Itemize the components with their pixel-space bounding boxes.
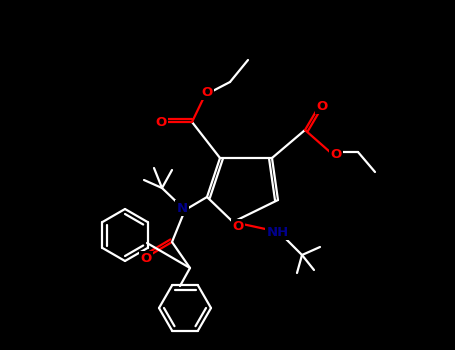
Text: O: O bbox=[233, 220, 243, 233]
Text: O: O bbox=[202, 85, 212, 98]
Text: O: O bbox=[330, 147, 342, 161]
Text: NH: NH bbox=[267, 225, 289, 238]
Text: O: O bbox=[316, 99, 328, 112]
Text: O: O bbox=[141, 252, 152, 266]
Text: O: O bbox=[155, 116, 167, 128]
Text: N: N bbox=[177, 202, 187, 215]
